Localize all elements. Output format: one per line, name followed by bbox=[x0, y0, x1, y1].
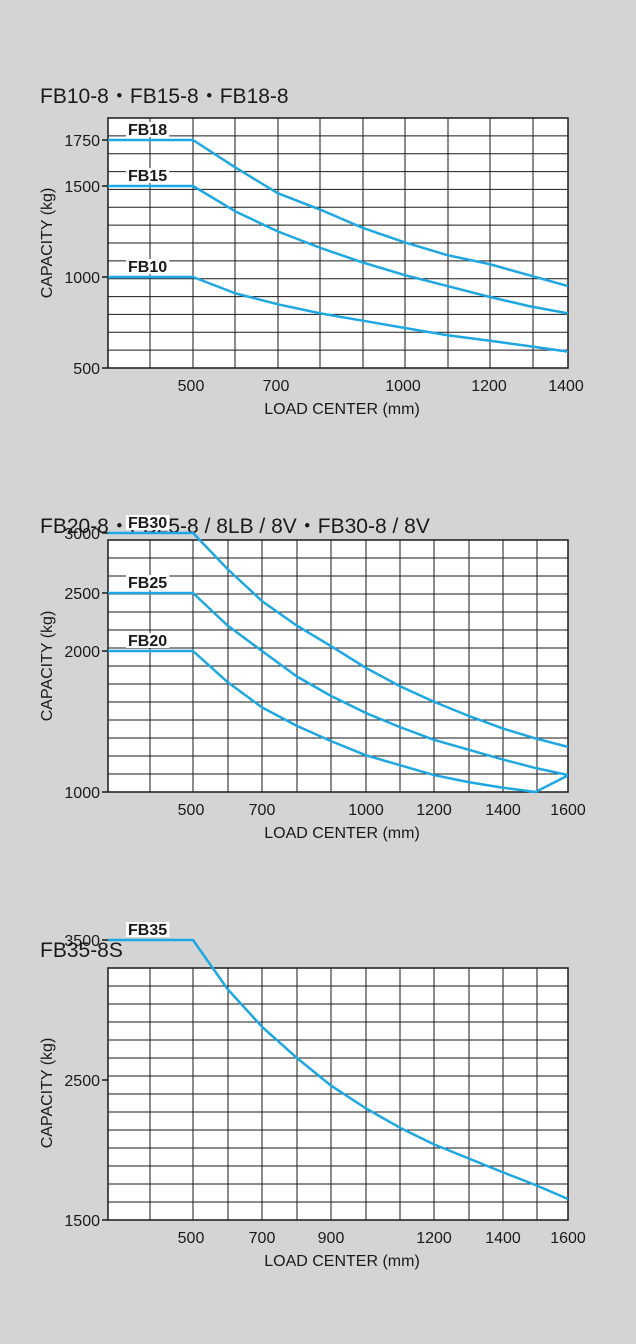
y-tick-label: 500 bbox=[73, 361, 100, 378]
y-tick-label: 3000 bbox=[64, 526, 100, 543]
chart-2: FB20-8・FB25-8 / 8LB / 8V・FB30-8 / 8V1000… bbox=[39, 515, 586, 842]
series-line-fb30 bbox=[108, 531, 569, 749]
y-axis-label: CAPACITY (kg) bbox=[39, 1038, 56, 1149]
series-label-fb20: FB20 bbox=[128, 633, 167, 650]
x-tick-label: 1200 bbox=[471, 378, 507, 395]
x-tick-label: 1600 bbox=[550, 1230, 586, 1247]
series-label-background bbox=[126, 168, 170, 183]
x-tick-label: 1000 bbox=[385, 378, 421, 395]
series-label-background bbox=[126, 515, 170, 530]
plot-frame bbox=[107, 967, 569, 1221]
chart-title: FB35-8S bbox=[40, 939, 123, 962]
x-axis-label: LOAD CENTER (mm) bbox=[264, 401, 420, 418]
y-tick-label: 1000 bbox=[64, 270, 100, 287]
x-tick-label: 500 bbox=[178, 378, 205, 395]
y-tick-label: 1500 bbox=[64, 179, 100, 196]
x-tick-label: 900 bbox=[318, 1230, 345, 1247]
y-tick-label: 2000 bbox=[64, 644, 100, 661]
chart-title: FB10-8・FB15-8・FB18-8 bbox=[40, 85, 289, 108]
x-tick-label: 1600 bbox=[550, 802, 586, 819]
series-label-background bbox=[126, 122, 170, 137]
y-tick-label: 1000 bbox=[64, 785, 100, 802]
series-line-fb20 bbox=[108, 649, 569, 794]
y-tick-label: 2500 bbox=[64, 1073, 100, 1090]
series-label-background bbox=[126, 633, 170, 648]
x-tick-label: 700 bbox=[249, 802, 276, 819]
x-tick-label: 1400 bbox=[485, 1230, 521, 1247]
x-axis-label: LOAD CENTER (mm) bbox=[264, 1253, 420, 1270]
series-label-fb35: FB35 bbox=[128, 922, 167, 939]
series-line-fb25 bbox=[108, 591, 569, 777]
x-tick-label: 1000 bbox=[348, 802, 384, 819]
plot-frame bbox=[107, 117, 569, 369]
series-label-fb15: FB15 bbox=[128, 168, 167, 185]
chart-1: FB10-8・FB15-8・FB18-8 500 1000 1500 1750 500 70… bbox=[39, 85, 584, 418]
plot-frame bbox=[107, 539, 569, 793]
grid bbox=[108, 540, 568, 792]
y-tick-label: 2500 bbox=[64, 586, 100, 603]
x-tick-label: 1400 bbox=[485, 802, 521, 819]
series-line-fb15 bbox=[108, 184, 569, 315]
y-tick-label: 1500 bbox=[64, 1213, 100, 1230]
x-axis-label: LOAD CENTER (mm) bbox=[264, 825, 420, 842]
y-tick-label: 3500 bbox=[64, 933, 100, 950]
series-label-background bbox=[126, 575, 170, 590]
x-tick-label: 1200 bbox=[416, 802, 452, 819]
x-tick-label: 500 bbox=[178, 1230, 205, 1247]
series-label-fb18: FB18 bbox=[128, 122, 167, 139]
series-line-fb35 bbox=[108, 938, 569, 1201]
series-label-fb10: FB10 bbox=[128, 259, 167, 276]
series-label-fb30: FB30 bbox=[128, 515, 167, 532]
y-tick-label: 1750 bbox=[64, 133, 100, 150]
x-tick-label: 1200 bbox=[416, 1230, 452, 1247]
x-tick-label: 1400 bbox=[548, 378, 584, 395]
series-label-fb25: FB25 bbox=[128, 575, 167, 592]
x-tick-label: 700 bbox=[249, 1230, 276, 1247]
series-line-fb10 bbox=[108, 275, 569, 353]
chart-3: FB35-8S 1500 2500 3500 500 700 900 1200 1400 1600… bbox=[39, 922, 586, 1270]
x-tick-label: 500 bbox=[178, 802, 205, 819]
grid bbox=[108, 968, 568, 1220]
series-label-background bbox=[126, 259, 170, 274]
series-label-background bbox=[126, 922, 170, 937]
y-axis-label: CAPACITY (kg) bbox=[39, 611, 56, 722]
y-axis-label: CAPACITY (kg) bbox=[39, 188, 56, 299]
series-line-fb18 bbox=[108, 138, 569, 288]
x-tick-label: 700 bbox=[263, 378, 290, 395]
